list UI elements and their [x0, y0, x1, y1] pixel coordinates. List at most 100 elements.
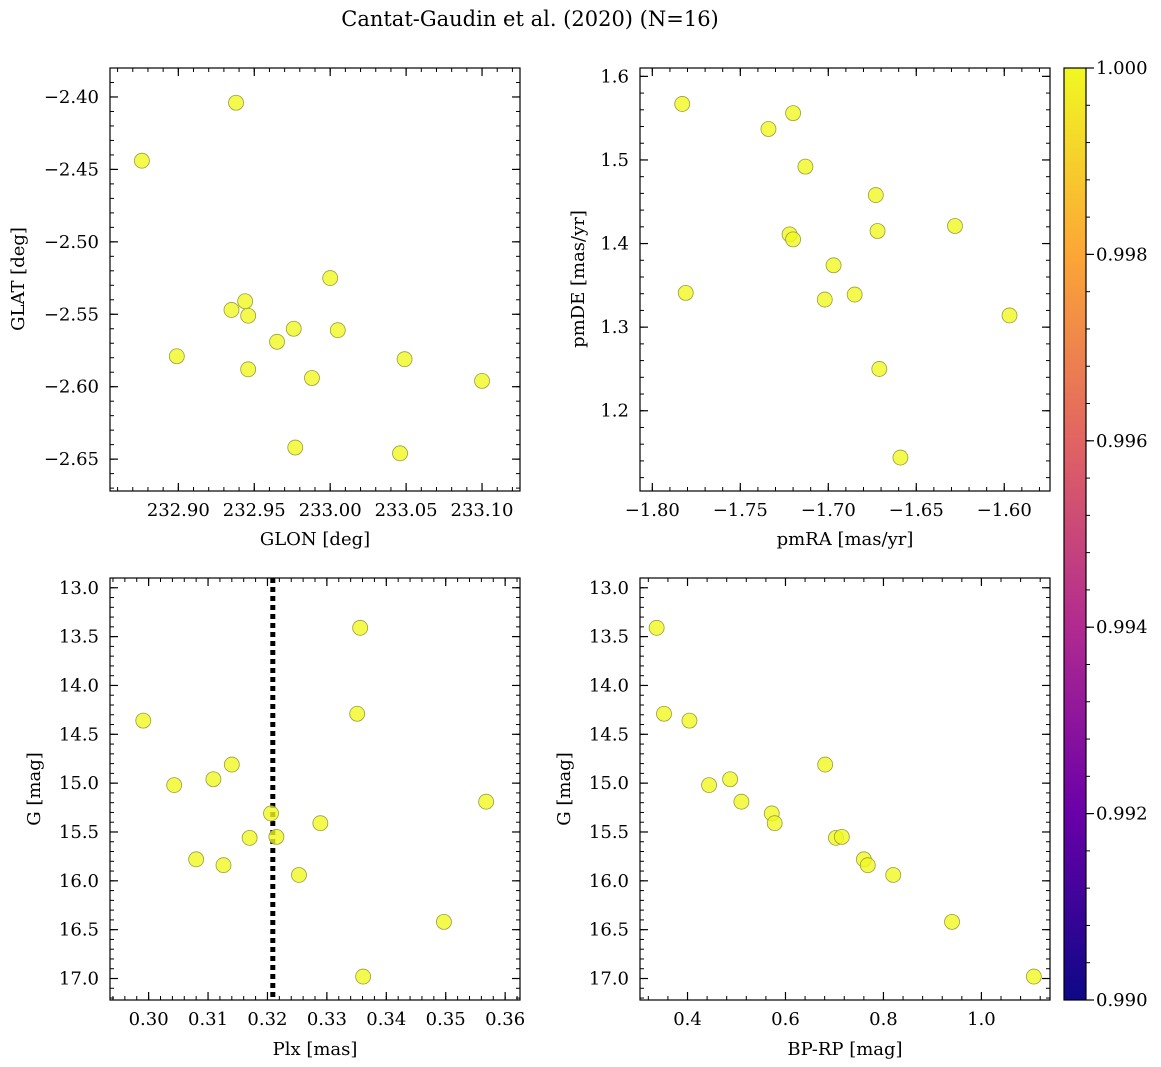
y-tick-label: −2.55 — [44, 304, 99, 325]
scatter-point — [329, 322, 346, 339]
panel-pmra-pmde: −1.80 −1.75 −1.70 −1.65 −1.60 1.2 1.3 1.4 1.5 1.6… — [568, 66, 1051, 550]
panel-plx-g: 0.30 0.31 0.32 0.33 0.34 0.35 0.36 13.0 13.5 14.0… — [24, 577, 525, 1060]
scatter-point — [1001, 307, 1018, 324]
scatter-point — [352, 619, 369, 636]
x-tick-label: 1.0 — [967, 1009, 996, 1030]
scatter-point — [785, 105, 801, 122]
scatter-point — [268, 828, 285, 845]
scatter-point — [722, 771, 739, 788]
scatter-point — [733, 793, 750, 810]
scatter-point — [188, 851, 205, 868]
colorbar-tick-label: 1.000 — [1096, 58, 1148, 79]
y-tick-label: −2.65 — [44, 449, 99, 470]
scatter-point — [240, 361, 257, 378]
x-tick-label: −1.70 — [801, 500, 856, 521]
scatter-point — [892, 449, 909, 466]
scatter-point — [833, 828, 850, 845]
scatter-point — [355, 968, 372, 985]
scatter-point — [304, 370, 320, 386]
scatter-point — [677, 284, 694, 301]
y-tick-label: 13.5 — [59, 627, 99, 648]
y-tick-label: 13.5 — [589, 627, 629, 648]
y-tick-label: 14.5 — [59, 724, 99, 745]
scatter-point — [263, 805, 279, 822]
scatter-point — [285, 320, 302, 337]
y-tick-label: −2.45 — [44, 159, 99, 180]
scatter-point — [349, 705, 366, 722]
colorbar-tick-label: 0.990 — [1096, 990, 1148, 1011]
scatter-point — [166, 777, 183, 793]
y-tick-label: 15.0 — [59, 773, 99, 794]
x-axis-label: Plx [mas] — [273, 1039, 358, 1060]
x-tick-label: 232.95 — [223, 500, 286, 521]
scatter-point — [867, 187, 884, 203]
x-axis-label: BP-RP [mag] — [787, 1039, 902, 1060]
colorbar-tick-label: 0.994 — [1096, 617, 1148, 638]
scatter-point — [215, 857, 232, 874]
colorbar: 0.990 0.992 0.994 0.996 0.998 1.000 — [1063, 58, 1148, 1011]
scatter-point — [846, 286, 863, 303]
x-tick-label: 0.31 — [188, 1009, 228, 1030]
y-tick-label: 13.0 — [589, 578, 629, 599]
x-tick-label: 0.33 — [307, 1009, 347, 1030]
scatter-point — [240, 307, 257, 324]
scatter-point — [228, 94, 244, 111]
y-tick-label: 16.5 — [589, 920, 629, 941]
scatter-point — [816, 291, 833, 308]
x-tick-label: 233.05 — [375, 500, 438, 521]
scatter-point — [859, 857, 876, 874]
scatter-point — [760, 121, 777, 137]
scatter-point — [766, 815, 783, 832]
scatter-point — [785, 231, 801, 248]
scatter-point — [648, 619, 665, 636]
x-axis-label: pmRA [mas/yr] — [777, 529, 914, 550]
y-tick-label: 15.5 — [589, 822, 629, 843]
x-tick-label: −1.80 — [625, 500, 680, 521]
scatter-point — [474, 373, 490, 389]
scatter-point — [396, 351, 413, 368]
figure-title: Cantat-Gaudin et al. (2020) (N=16) — [341, 7, 719, 31]
y-tick-label: 14.0 — [589, 675, 629, 696]
x-tick-label: 233.00 — [299, 500, 362, 521]
y-tick-label: 1.4 — [600, 234, 629, 255]
x-tick-label: −1.65 — [889, 500, 944, 521]
x-tick-label: −1.60 — [977, 500, 1032, 521]
scatter-point — [825, 257, 842, 274]
y-tick-label: −2.50 — [44, 232, 99, 253]
y-tick-label: 1.3 — [600, 317, 629, 338]
x-axis-label: GLON [deg] — [260, 529, 370, 550]
y-tick-label: −2.40 — [44, 87, 99, 108]
y-tick-label: 16.0 — [59, 871, 99, 892]
x-tick-label: 233.10 — [451, 500, 514, 521]
y-axis-label: GLAT [deg] — [8, 227, 29, 331]
y-axis-label: pmDE [mas/yr] — [568, 210, 589, 348]
x-tick-label: −1.75 — [713, 500, 768, 521]
y-tick-label: 14.0 — [59, 675, 99, 696]
y-tick-label: 1.6 — [600, 66, 629, 87]
scatter-point — [674, 96, 691, 112]
x-tick-label: 0.34 — [366, 1009, 406, 1030]
y-tick-label: 16.0 — [589, 871, 629, 892]
scatter-point — [871, 361, 888, 377]
scatter-point — [312, 815, 329, 832]
scatter-point — [701, 777, 717, 793]
panel-glon-glat: 232.90 232.95 233.00 233.05 233.10 −2.40 −2.45… — [8, 67, 521, 550]
scatter-point — [1025, 968, 1042, 985]
x-tick-label: 0.32 — [247, 1009, 287, 1030]
y-tick-label: 1.2 — [600, 401, 629, 422]
scatter-point — [223, 302, 240, 318]
scatter-point — [205, 771, 222, 788]
colorbar-tick-label: 0.998 — [1096, 244, 1148, 265]
scatter-point — [797, 158, 814, 175]
scatter-point — [478, 793, 495, 810]
scatter-point — [133, 152, 150, 169]
scatter-point — [817, 756, 834, 773]
colorbar-tick-label: 0.996 — [1096, 431, 1148, 452]
scatter-point — [656, 705, 672, 722]
scatter-point — [168, 348, 185, 365]
scatter-point — [223, 756, 240, 773]
scatter-point — [135, 712, 152, 729]
colorbar-gradient — [1064, 68, 1086, 1000]
y-tick-label: 13.0 — [59, 578, 99, 599]
